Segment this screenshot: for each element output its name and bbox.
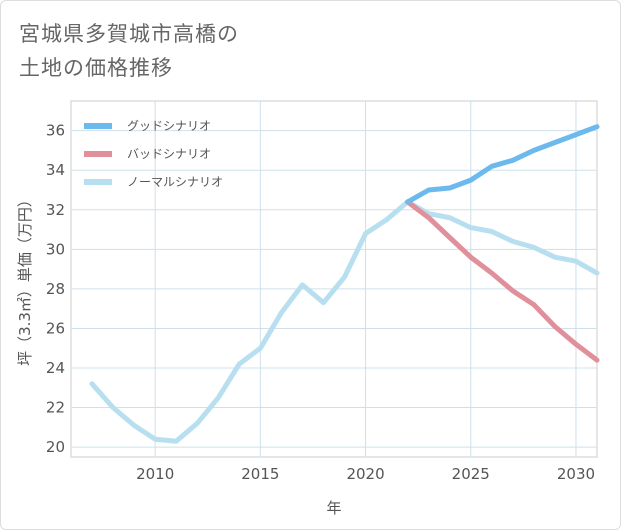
series-line-2 [89,199,600,444]
y-tick-label: 26 [46,319,65,337]
x-tick-label: 2010 [136,465,174,483]
y-tick-label: 32 [46,201,65,219]
series-line-1 [405,199,600,363]
legend-label: ノーマルシナリオ [127,175,223,189]
series-lines [89,124,600,444]
y-tick-label: 34 [46,161,65,179]
legend-label: バッドシナリオ [127,147,211,161]
chart-title-line-1: 宮城県多賀城市高橋の [19,22,239,46]
x-tick-label: 2025 [452,465,490,483]
y-tick-label: 30 [46,240,65,258]
series-line-0 [405,124,600,205]
y-tick-label: 28 [46,280,65,298]
y-tick-labels: 20 22 24 26 28 30 32 34 36 [46,122,65,456]
x-axis-label: 年 [326,499,341,517]
y-tick-label: 22 [46,399,65,417]
legend-label: グッドシナリオ [127,119,211,133]
x-tick-labels: 2010 2015 2020 2025 2030 [136,465,595,483]
y-tick-label: 20 [46,438,65,456]
chart-title: 宮城県多賀城市高橋の 土地の価格推移 [19,17,239,85]
y-tick-label: 24 [46,359,65,377]
y-tick-label: 36 [46,122,65,140]
y-axis-label: 坪（3.3㎡）単価（万円） [16,192,34,366]
x-tick-label: 2030 [557,465,595,483]
x-tick-label: 2015 [241,465,279,483]
chart-title-line-2: 土地の価格推移 [19,56,173,80]
x-tick-label: 2020 [346,465,384,483]
